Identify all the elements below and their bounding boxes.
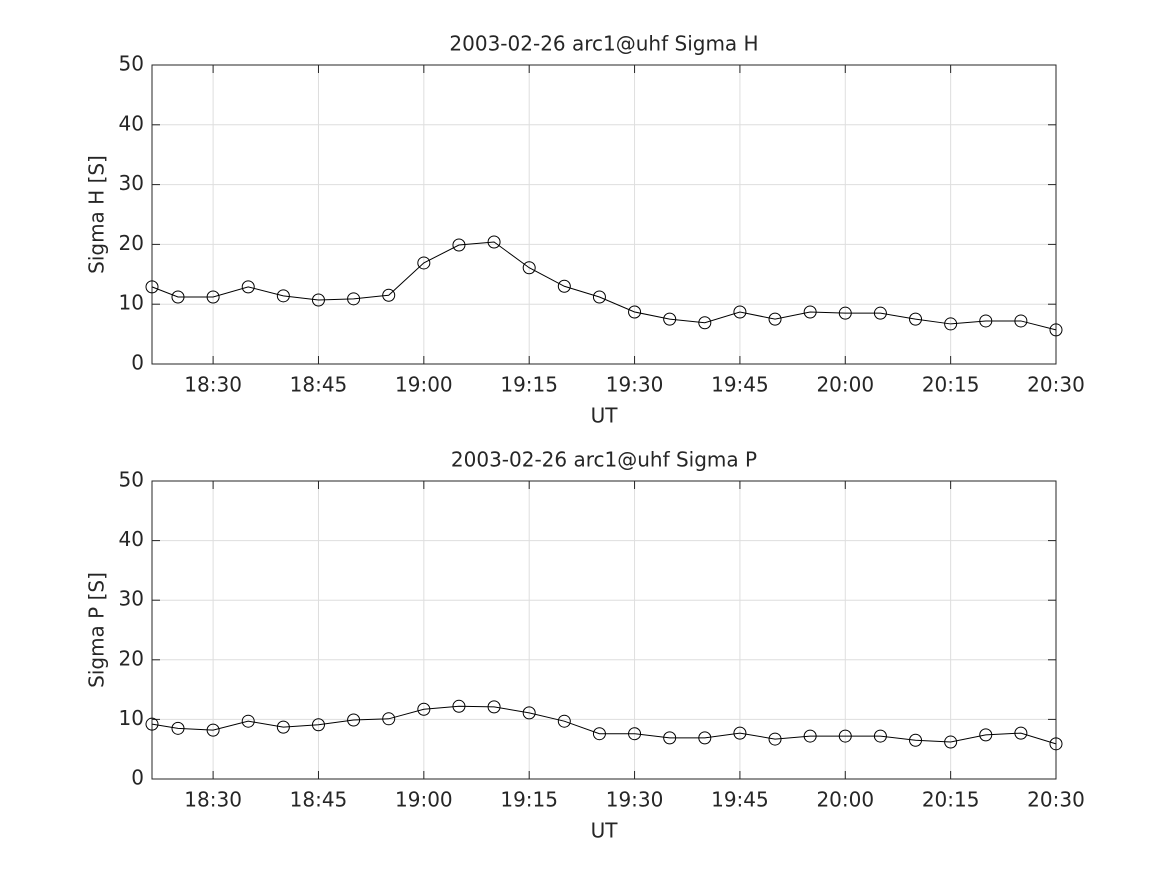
series-line — [151, 241, 1057, 331]
data-point — [592, 727, 606, 741]
chart-title: 2003-02-26 arc1@uhf Sigma P — [451, 448, 757, 472]
data-point — [909, 733, 923, 747]
data-point — [522, 261, 536, 275]
data-point — [838, 306, 852, 320]
data-point — [803, 305, 817, 319]
data-point — [382, 712, 396, 726]
data-point — [145, 717, 159, 731]
data-point — [1049, 323, 1063, 337]
x-tick-label: 18:30 — [184, 373, 242, 397]
x-tick-label: 19:15 — [500, 373, 558, 397]
x-tick-label: 20:30 — [1027, 373, 1085, 397]
x-tick-label: 20:30 — [1027, 788, 1085, 812]
x-tick-label: 20:15 — [922, 788, 980, 812]
y-tick-label: 30 — [119, 587, 144, 611]
x-tick-label: 19:00 — [395, 373, 453, 397]
data-point — [873, 729, 887, 743]
data-point — [698, 316, 712, 330]
data-point — [311, 718, 325, 732]
data-point — [944, 735, 958, 749]
data-point — [944, 317, 958, 331]
y-tick-label: 40 — [119, 111, 144, 135]
data-point — [452, 699, 466, 713]
data-point — [487, 700, 501, 714]
plot-area — [152, 65, 1056, 364]
data-point — [663, 312, 677, 326]
y-axis-label: Sigma H [S] — [85, 155, 109, 274]
x-tick-label: 20:00 — [816, 373, 874, 397]
y-tick-label: 40 — [119, 527, 144, 551]
plot-frame — [151, 64, 1057, 365]
x-tick-label: 18:45 — [290, 373, 348, 397]
data-point — [663, 731, 677, 745]
data-point — [452, 238, 466, 252]
y-tick-label: 0 — [131, 766, 144, 790]
data-point — [171, 721, 185, 735]
y-tick-label: 50 — [119, 468, 144, 492]
x-tick-label: 19:15 — [500, 788, 558, 812]
y-tick-label: 20 — [119, 646, 144, 670]
series-line — [151, 705, 1057, 745]
x-tick-label: 19:45 — [711, 373, 769, 397]
data-point — [698, 731, 712, 745]
x-tick-label: 20:15 — [922, 373, 980, 397]
x-tick-label: 19:45 — [711, 788, 769, 812]
x-tick-label: 18:30 — [184, 788, 242, 812]
chart-title: 2003-02-26 arc1@uhf Sigma H — [449, 32, 758, 56]
data-point — [522, 706, 536, 720]
data-point — [979, 314, 993, 328]
x-tick-label: 19:00 — [395, 788, 453, 812]
data-point — [557, 279, 571, 293]
data-point — [1049, 737, 1063, 751]
data-point — [768, 312, 782, 326]
data-point — [733, 305, 747, 319]
data-point — [276, 720, 290, 734]
data-point — [382, 288, 396, 302]
y-tick-label: 10 — [119, 291, 144, 315]
data-point — [1014, 314, 1028, 328]
data-point — [557, 714, 571, 728]
data-point — [838, 729, 852, 743]
y-tick-label: 0 — [131, 351, 144, 375]
data-point — [145, 280, 159, 294]
plot-area — [152, 481, 1056, 779]
data-point — [873, 306, 887, 320]
data-point — [347, 292, 361, 306]
x-tick-label: 20:00 — [816, 788, 874, 812]
data-point — [241, 280, 255, 294]
data-point — [206, 290, 220, 304]
data-point — [276, 289, 290, 303]
data-point — [628, 305, 642, 319]
y-tick-label: 50 — [119, 52, 144, 76]
data-point — [171, 290, 185, 304]
data-point — [206, 723, 220, 737]
y-tick-label: 20 — [119, 231, 144, 255]
data-point — [628, 727, 642, 741]
data-point — [803, 729, 817, 743]
x-axis-label: UT — [591, 404, 619, 428]
x-tick-label: 19:30 — [606, 373, 664, 397]
x-tick-label: 19:30 — [606, 788, 664, 812]
data-point — [311, 293, 325, 307]
y-tick-label: 10 — [119, 706, 144, 730]
x-tick-label: 18:45 — [290, 788, 348, 812]
y-tick-label: 30 — [119, 171, 144, 195]
data-point — [417, 256, 431, 270]
data-point — [1014, 726, 1028, 740]
plot-frame — [151, 480, 1057, 780]
data-point — [733, 726, 747, 740]
data-point — [768, 732, 782, 746]
y-axis-label: Sigma P [S] — [85, 572, 109, 688]
data-point — [487, 235, 501, 249]
data-point — [241, 714, 255, 728]
x-axis-label: UT — [591, 819, 619, 843]
data-point — [417, 702, 431, 716]
data-point — [592, 290, 606, 304]
data-point — [909, 312, 923, 326]
data-point — [347, 713, 361, 727]
data-point — [979, 728, 993, 742]
